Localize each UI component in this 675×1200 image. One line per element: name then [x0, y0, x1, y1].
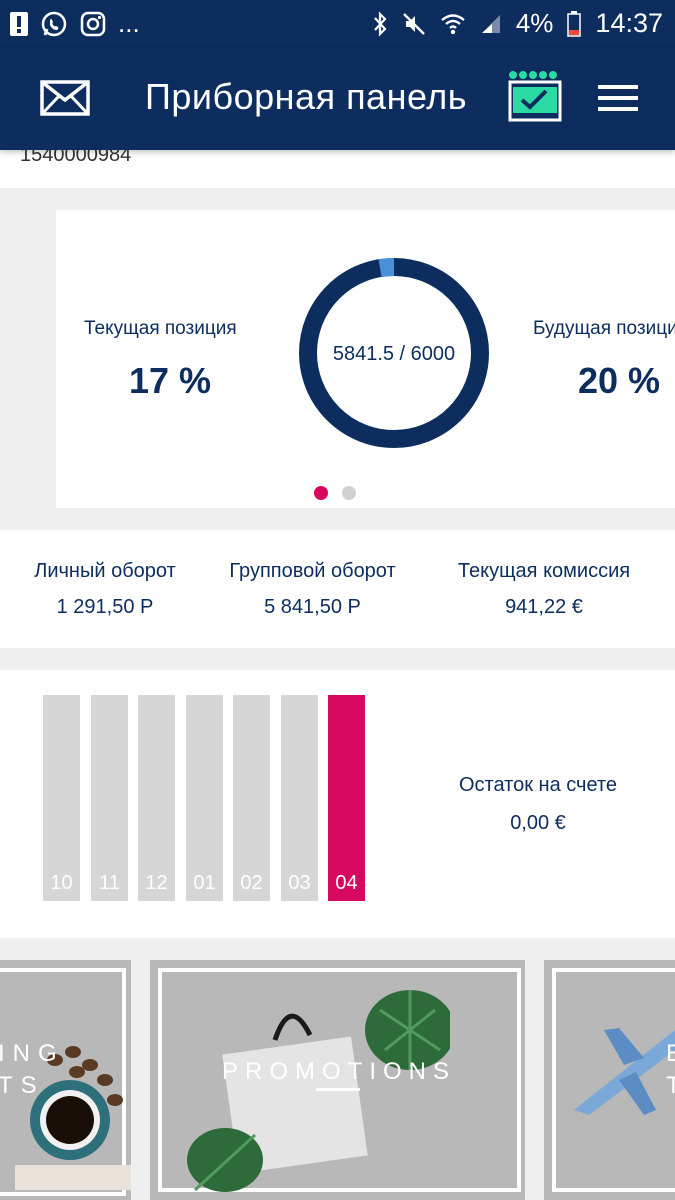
status-bar: ... 4% 14:37	[0, 0, 675, 48]
future-position-value: 20 %	[578, 360, 661, 401]
account-balance: Остаток на счете 0,00 €	[420, 774, 656, 835]
current-position-value: 17 %	[129, 360, 212, 401]
current-commission-value: 941,22 €	[505, 596, 583, 618]
personal-turnover: Личный оборот 1 291,50 Р	[20, 560, 190, 619]
month-bar[interactable]: 03	[281, 695, 318, 901]
page-title: Приборная панель	[145, 76, 468, 117]
signal-icon	[481, 14, 500, 33]
instagram-icon	[80, 11, 106, 36]
month-label: 02	[240, 872, 263, 894]
promo-tile-travel[interactable]: E T	[544, 960, 675, 1200]
promo-travel-text: E T	[666, 1038, 675, 1102]
mute-icon	[402, 12, 425, 35]
mail-icon[interactable]	[40, 80, 90, 116]
promo-frame	[552, 968, 675, 1192]
month-bar[interactable]: 01	[186, 695, 223, 901]
page-dot-1[interactable]	[314, 486, 328, 500]
personal-turnover-value: 1 291,50 Р	[56, 596, 154, 618]
future-position-label: Будущая позиция	[533, 318, 675, 339]
page-dot-2[interactable]	[342, 486, 356, 500]
balance-value: 0,00 €	[510, 812, 566, 834]
position-progress-donut: 5841.5 / 6000	[299, 258, 489, 448]
month-bar[interactable]: 02	[233, 695, 270, 901]
personal-turnover-label: Личный оборот	[34, 560, 176, 582]
turnover-stats: Личный оборот 1 291,50 Р Групповой оборо…	[0, 530, 675, 648]
account-number: 1540000984	[20, 150, 132, 166]
alert-notification-icon	[10, 11, 28, 36]
group-turnover-value: 5 841,50 Р	[264, 596, 361, 618]
app-bar: Приборная панель	[0, 48, 675, 150]
promo-frame	[0, 968, 126, 1196]
carousel-pagination	[314, 486, 356, 500]
current-commission: Текущая комиссия 941,22 €	[440, 560, 648, 619]
promo-tile-promotions[interactable]: PROMOTIONS	[150, 960, 525, 1200]
month-selector-card: 10 11 12 01 02 03 04 Остаток на счете 0,…	[0, 670, 675, 938]
more-notifications: ...	[118, 8, 140, 38]
shopping-bag-leaf-image	[187, 990, 450, 1192]
position-carousel[interactable]: Текущая позиция 17 % 5841.5 / 6000 Будущ…	[56, 210, 675, 508]
calendar-check-icon[interactable]	[508, 70, 562, 122]
month-label: 01	[193, 872, 216, 894]
account-card: 1540000984	[0, 150, 675, 188]
month-label: 10	[50, 872, 73, 894]
promo-underline	[316, 1088, 360, 1091]
month-label: 11	[99, 872, 120, 894]
hamburger-menu-icon[interactable]	[598, 84, 638, 112]
month-label: 03	[288, 872, 311, 894]
month-bar-selected[interactable]: 04	[328, 695, 365, 901]
month-bar[interactable]: 11	[91, 695, 128, 901]
month-bar[interactable]: 10	[43, 695, 80, 901]
donut-label: 5841.5 / 6000	[333, 343, 455, 365]
coffee-cup-image	[15, 1046, 131, 1190]
group-turnover-label: Групповой оборот	[229, 560, 396, 582]
group-turnover: Групповой оборот 5 841,50 Р	[215, 560, 410, 619]
month-label: 04	[335, 872, 358, 894]
month-label: 12	[145, 872, 168, 894]
battery-icon	[567, 10, 582, 37]
whatsapp-icon	[41, 11, 67, 36]
bluetooth-icon	[374, 10, 387, 37]
current-commission-label: Текущая комиссия	[457, 560, 631, 582]
airplane-image	[574, 1028, 675, 1115]
month-bar[interactable]: 12	[138, 695, 175, 901]
wifi-icon	[441, 13, 465, 34]
clock: 14:37	[595, 8, 663, 38]
current-position-label: Текущая позиция	[84, 318, 237, 339]
promo-tile-coffee[interactable]: ING TS	[0, 960, 131, 1200]
balance-label: Остаток на счете	[459, 774, 617, 796]
promo-promotions-text: PROMOTIONS	[222, 1058, 457, 1085]
promo-frame	[158, 968, 521, 1192]
promo-coffee-text: ING TS	[0, 1040, 65, 1099]
battery-percent: 4%	[515, 8, 554, 38]
